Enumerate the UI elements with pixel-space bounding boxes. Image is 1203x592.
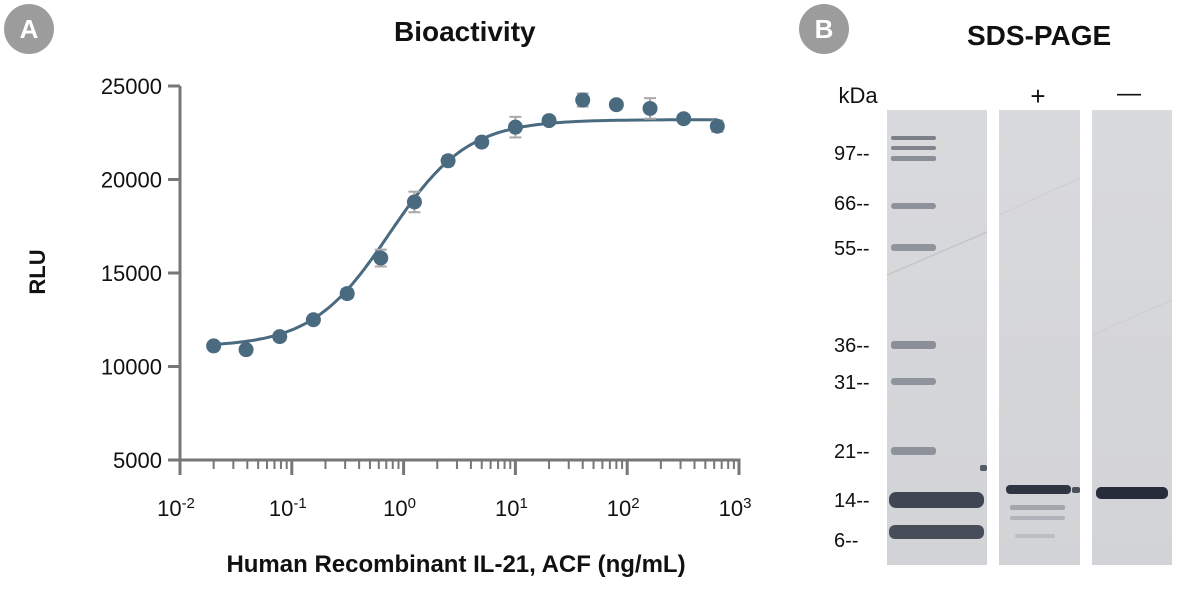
y-ticks: 5000 10000 15000 20000 25000 (101, 74, 180, 473)
fit-curve (213, 118, 718, 346)
data-point (305, 312, 321, 328)
data-point (575, 92, 591, 108)
ladder-band (891, 146, 936, 150)
plus-lane-band (1072, 487, 1080, 493)
marker-label: 21-- (834, 441, 870, 463)
data-point (507, 119, 523, 135)
data-point (373, 250, 389, 266)
gel-streak (1091, 299, 1173, 336)
bioactivity-chart: 5000 10000 15000 20000 25000 10-2 10-1 100 101 1… (25, 74, 751, 578)
kda-label: kDa (838, 83, 878, 108)
marker-label: 6-- (834, 530, 858, 552)
ladder-band (889, 525, 984, 539)
lane-label-plus: + (1030, 81, 1045, 111)
gel-streak (886, 231, 988, 276)
ladder-band (980, 465, 987, 471)
ladder-band (891, 341, 936, 349)
data-point (339, 286, 355, 302)
data-point (406, 194, 422, 210)
x-tick-label: 103 (719, 495, 752, 521)
ladder-band (891, 203, 936, 209)
data-point (709, 118, 725, 134)
ladder-lane (887, 110, 987, 565)
lane-label-minus: — (1117, 80, 1141, 107)
ladder-band (889, 492, 984, 508)
gel-streak (998, 177, 1081, 216)
y-tick-label: 20000 (101, 168, 162, 193)
y-tick-label: 15000 (101, 261, 162, 286)
ladder-band (891, 447, 936, 455)
lane-plus (999, 110, 1080, 565)
plus-lane-band (1006, 485, 1071, 494)
y-tick-label: 10000 (101, 355, 162, 380)
chart-title: Bioactivity (394, 16, 536, 47)
data-points (206, 92, 725, 358)
plus-lane-minor-band (1010, 516, 1065, 520)
data-point (676, 111, 692, 127)
panel-a-badge: A (4, 4, 54, 54)
marker-labels: 97-- 66-- 55-- 36-- 31-- 21-- 14-- 6-- (834, 143, 870, 552)
gel-title: SDS-PAGE (967, 20, 1112, 51)
data-point (440, 153, 456, 169)
ladder-band (891, 136, 936, 140)
y-tick-label: 25000 (101, 74, 162, 99)
ladder-band (891, 378, 936, 385)
y-tick-label: 5000 (113, 448, 162, 473)
data-point (608, 97, 624, 113)
marker-label: 14-- (834, 490, 870, 512)
ladder-band (891, 244, 936, 251)
data-point (642, 100, 658, 116)
data-point (272, 329, 288, 345)
data-point (541, 113, 557, 129)
marker-label: 97-- (834, 143, 870, 165)
x-tick-label: 100 (383, 495, 416, 521)
data-point (238, 342, 254, 358)
data-point (206, 338, 222, 354)
plus-lane-minor-band (1015, 534, 1055, 538)
marker-label: 31-- (834, 372, 870, 394)
ladder-band (891, 156, 936, 161)
x-ticks: 10-2 10-1 100 101 102 103 (157, 460, 751, 521)
plus-lane-minor-band (1010, 505, 1065, 510)
marker-label: 66-- (834, 193, 870, 215)
marker-label: 36-- (834, 335, 870, 357)
panel-b-badge: B (799, 4, 849, 54)
y-axis-label: RLU (25, 249, 50, 294)
x-axis-label: Human Recombinant IL-21, ACF (ng/mL) (226, 551, 685, 578)
marker-label: 55-- (834, 238, 870, 260)
data-point (474, 134, 490, 150)
minus-lane-band (1096, 487, 1168, 499)
